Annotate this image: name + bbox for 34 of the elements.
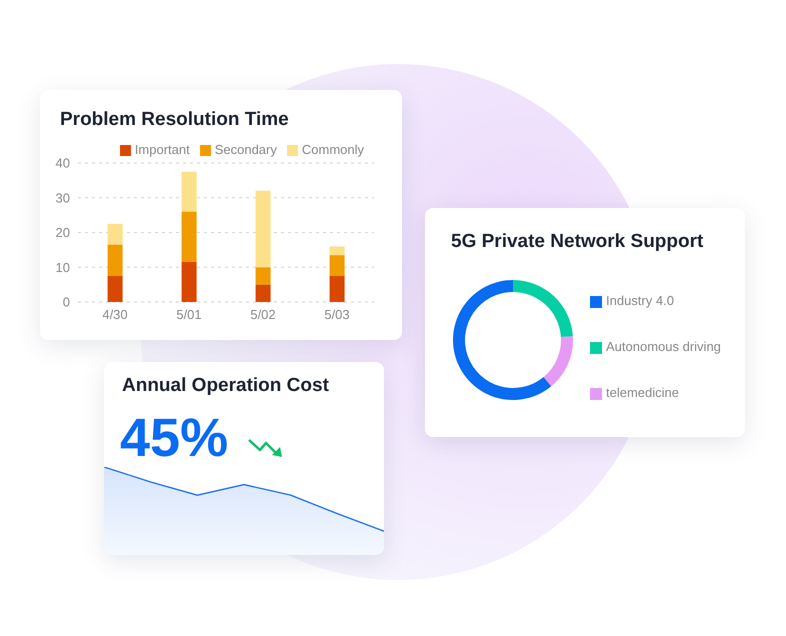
x-tick-label: 5/02	[250, 307, 276, 322]
donut-slice	[453, 280, 552, 400]
y-tick-label: 40	[56, 156, 70, 171]
bar	[182, 212, 197, 262]
bar	[330, 255, 345, 276]
chart-title: Annual Operation Cost	[122, 375, 329, 397]
chart-title: 5G Private Network Support	[451, 231, 704, 253]
legend-label: Important	[134, 142, 190, 157]
bar	[330, 246, 345, 256]
x-tick-label: 4/30	[102, 307, 128, 322]
legend-label: Secondary	[214, 142, 277, 157]
y-tick-label: 30	[56, 190, 70, 206]
legend-label: Industry 4.0	[606, 293, 674, 308]
x-tick-label: 5/01	[176, 307, 202, 322]
bar	[182, 262, 197, 302]
bar	[108, 276, 123, 302]
bar	[256, 190, 271, 268]
donut-slice	[513, 280, 573, 337]
y-tick-label: 0	[62, 294, 70, 310]
bar	[330, 276, 345, 302]
annotation: 45%	[120, 407, 228, 470]
chart-title: Problem Resolution Time	[60, 109, 289, 131]
legend-label: Commonly	[302, 142, 364, 157]
bar	[256, 284, 271, 302]
x-tick-label: 5/03	[324, 307, 350, 322]
bar	[182, 172, 197, 212]
donut-slice	[544, 336, 573, 386]
legend-label: telemedicine	[606, 385, 679, 400]
y-tick-label: 20	[56, 225, 70, 240]
legend-label: Autonomous driving	[606, 339, 721, 354]
bar	[108, 244, 123, 276]
bar	[256, 267, 271, 285]
y-tick-label: 10	[56, 260, 70, 275]
bar	[108, 224, 123, 245]
